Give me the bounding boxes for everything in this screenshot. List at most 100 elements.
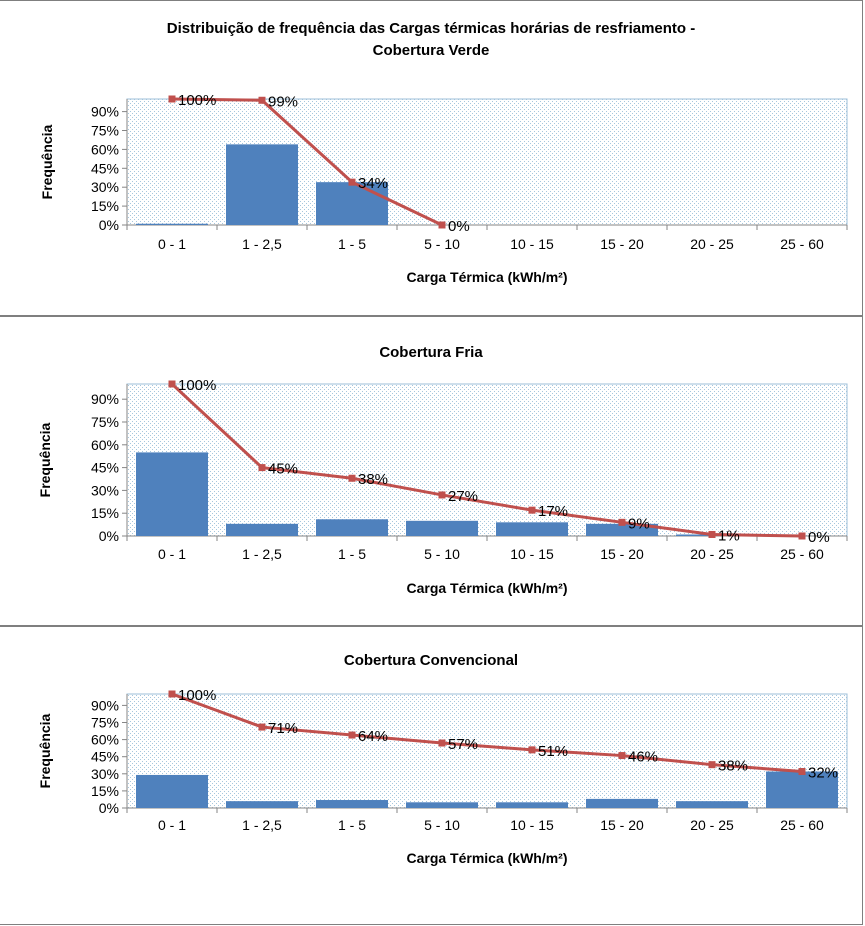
bar <box>136 223 208 225</box>
line-marker <box>168 95 176 103</box>
data-label: 71% <box>268 720 298 737</box>
chart-svg: 0% 15% 30% 45% 60% 75% 90% 0 - 1 1 - 2,5 1 - 5 5 -… <box>37 377 848 596</box>
x-tick-label: 1 - 2,5 <box>242 546 282 562</box>
line-marker <box>528 506 536 514</box>
x-tick-label: 10 - 15 <box>510 236 554 252</box>
bar <box>316 519 388 536</box>
bar <box>766 771 838 808</box>
x-tick-label: 20 - 25 <box>690 817 734 833</box>
line-marker <box>438 491 446 499</box>
chart-panel-convencional: Cobertura Convencional 0% 15% 30% 45% 60% 75%… <box>0 626 863 925</box>
x-tick-label: 0 - 1 <box>158 546 186 562</box>
y-tick-label: 45% <box>91 749 119 765</box>
plot-area <box>126 693 848 809</box>
bar <box>316 800 388 808</box>
y-axis-title: Frequência <box>37 713 53 788</box>
y-tick-label: 0% <box>99 800 119 816</box>
chart-title: Distribuição de frequência das Cargas té… <box>166 20 696 37</box>
y-tick-label: 60% <box>91 437 119 453</box>
x-tick-label: 15 - 20 <box>600 236 644 252</box>
line-marker <box>348 178 356 186</box>
x-tick-label: 1 - 2,5 <box>242 817 282 833</box>
plot-area <box>126 383 848 537</box>
y-tick-label: 75% <box>91 414 119 430</box>
bar <box>226 144 298 225</box>
data-label: 45% <box>268 461 298 478</box>
x-tick-label: 20 - 25 <box>690 546 734 562</box>
x-tick-label: 20 - 25 <box>690 236 734 252</box>
y-tick-label: 30% <box>91 766 119 782</box>
line-marker <box>708 530 716 538</box>
data-label: 0% <box>448 218 470 235</box>
x-tick-label: 1 - 2,5 <box>242 236 282 252</box>
x-tick-label: 25 - 60 <box>780 546 824 562</box>
bar <box>226 523 298 536</box>
x-tick-label: 0 - 1 <box>158 236 186 252</box>
y-tick-label: 75% <box>91 123 119 139</box>
chart-panel-fria: Cobertura Fria 0% 15% 30% 45% 60% 75% 90% 0 - 1… <box>0 316 863 626</box>
data-label: 64% <box>358 728 388 745</box>
data-label: 100% <box>178 687 216 704</box>
data-label: 32% <box>808 765 838 782</box>
y-tick-label: 45% <box>91 460 119 476</box>
bar <box>136 452 208 536</box>
bar <box>676 801 748 808</box>
line-marker <box>258 96 266 104</box>
cumulative-line <box>171 692 803 774</box>
line-marker <box>168 380 176 388</box>
y-tick-label: 60% <box>91 141 119 157</box>
data-label: 57% <box>448 736 478 753</box>
bar <box>586 798 658 808</box>
x-tick-label: 25 - 60 <box>780 817 824 833</box>
x-axis-title: Carga Térmica (kWh/m²) <box>406 269 567 285</box>
data-label: 0% <box>808 529 830 546</box>
bar <box>496 522 568 536</box>
x-tick-label: 15 - 20 <box>600 546 644 562</box>
data-label: 27% <box>448 488 478 505</box>
line-marker <box>528 746 536 754</box>
data-label: 51% <box>538 743 568 760</box>
data-label: 100% <box>178 377 216 394</box>
y-axis-title: Frequência <box>39 124 55 199</box>
x-tick-label: 15 - 20 <box>600 817 644 833</box>
x-tick-label: 1 - 5 <box>338 817 366 833</box>
x-tick-label: 5 - 10 <box>424 817 460 833</box>
data-label: 17% <box>538 503 568 520</box>
chart-subtitle: Cobertura Verde <box>372 42 490 59</box>
bar <box>406 520 478 536</box>
data-label: 46% <box>628 749 658 766</box>
y-tick-label: 30% <box>91 482 119 498</box>
x-axis-title: Carga Térmica (kWh/m²) <box>406 850 567 866</box>
line-marker <box>438 221 446 229</box>
line-marker <box>798 768 806 776</box>
data-label: 38% <box>718 758 748 775</box>
y-tick-label: 15% <box>91 505 119 521</box>
y-tick-label: 45% <box>91 160 119 176</box>
x-tick-label: 1 - 5 <box>338 236 366 252</box>
x-tick-label: 10 - 15 <box>510 817 554 833</box>
x-tick-label: 5 - 10 <box>424 546 460 562</box>
line-marker <box>168 690 176 698</box>
cumulative-line <box>170 382 803 538</box>
x-tick-label: 10 - 15 <box>510 546 554 562</box>
y-tick-label: 30% <box>91 179 119 195</box>
data-label: 99% <box>268 93 298 110</box>
x-tick-label: 1 - 5 <box>338 546 366 562</box>
data-label: 34% <box>358 175 388 192</box>
line-marker <box>438 739 446 747</box>
y-tick-label: 15% <box>91 198 119 214</box>
y-tick-label: 0% <box>99 528 119 544</box>
data-label: 38% <box>358 471 388 488</box>
bar <box>406 802 478 808</box>
chart-title: Cobertura Convencional <box>343 652 519 669</box>
bar <box>586 523 658 536</box>
line-marker <box>798 532 806 540</box>
y-tick-label: 90% <box>91 391 119 407</box>
line-marker <box>348 474 356 482</box>
x-tick-label: 25 - 60 <box>780 236 824 252</box>
y-tick-label: 75% <box>91 715 119 731</box>
bar <box>136 774 208 808</box>
data-label: 9% <box>628 515 650 532</box>
